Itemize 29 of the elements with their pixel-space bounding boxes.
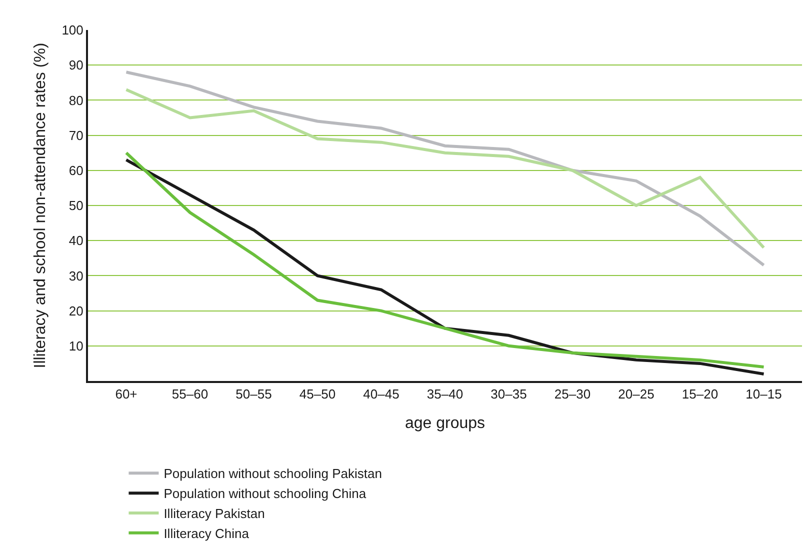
y-tick-label: 100 xyxy=(62,22,84,38)
x-tick-label: 40–45 xyxy=(363,386,400,402)
y-tick-label: 40 xyxy=(68,233,84,248)
y-tick-label: 90 xyxy=(68,58,84,73)
legend-label: Population without schooling China xyxy=(164,486,367,502)
x-tick-label: 35–40 xyxy=(426,386,464,402)
legend-label: Illiteracy China xyxy=(164,526,250,541)
y-tick-label: 80 xyxy=(68,92,84,108)
x-tick-label: 15–20 xyxy=(682,386,718,402)
y-tick-label: 10 xyxy=(68,338,84,354)
line-series xyxy=(124,70,766,267)
x-tick-label: 20–25 xyxy=(618,386,654,402)
x-tick-label: 60+ xyxy=(115,386,138,402)
y-tick-label: 50 xyxy=(68,198,84,214)
x-tick-label: 55–60 xyxy=(172,386,208,402)
x-tick-label: 25–30 xyxy=(554,386,591,402)
legend-label: Illiteracy Pakistan xyxy=(164,506,265,522)
y-tick-label: 30 xyxy=(68,268,84,284)
y-tick-label: 70 xyxy=(68,128,84,143)
x-tick-label: 10–15 xyxy=(746,386,782,402)
x-tick-label: 50–55 xyxy=(236,386,272,402)
x-axis-title: age groups xyxy=(404,414,486,432)
legend-label: Population without schooling Pakistan xyxy=(164,466,382,482)
x-tick-label: 45–50 xyxy=(299,386,336,402)
x-tick-label: 30–35 xyxy=(490,386,527,402)
y-tick-label: 60 xyxy=(68,162,84,178)
y-tick-label: 20 xyxy=(68,303,84,318)
line-series xyxy=(124,88,766,250)
y-axis-title: Illiteracy and school non-attendance rates (%) xyxy=(32,42,50,368)
